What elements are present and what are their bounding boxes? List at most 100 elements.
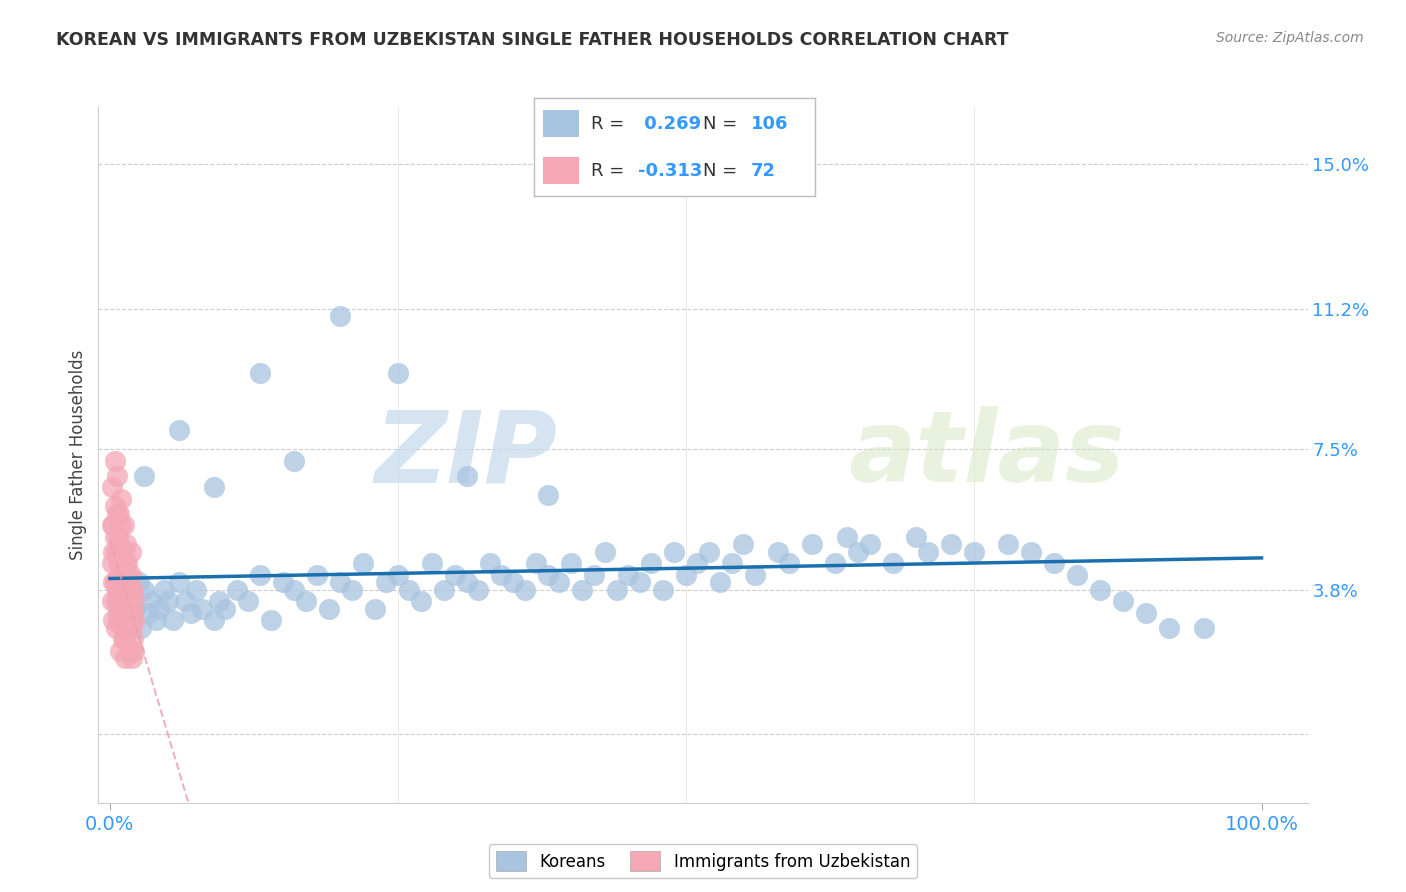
Point	[122, 606, 145, 620]
Point	[124, 602, 146, 616]
Point	[115, 594, 138, 608]
Point	[128, 575, 150, 590]
Point	[962, 545, 984, 559]
Point	[112, 545, 135, 559]
Point	[236, 594, 259, 608]
Point	[1159, 621, 1181, 635]
Point	[180, 606, 202, 620]
Point	[111, 632, 134, 647]
Point	[260, 613, 283, 627]
Point	[103, 575, 125, 590]
Point	[134, 582, 156, 597]
Point	[107, 556, 129, 570]
Point	[114, 632, 136, 647]
Point	[120, 567, 142, 582]
Point	[114, 651, 136, 665]
Point	[110, 491, 132, 506]
Point	[110, 582, 132, 597]
Point	[524, 556, 547, 570]
Point	[593, 545, 616, 559]
Point	[104, 594, 127, 608]
Point	[105, 468, 128, 483]
Text: 72: 72	[751, 161, 776, 179]
Point	[104, 575, 127, 590]
Point	[686, 556, 709, 570]
Point	[582, 567, 605, 582]
Point	[115, 560, 138, 574]
Text: Source: ZipAtlas.com: Source: ZipAtlas.com	[1216, 31, 1364, 45]
Point	[129, 621, 152, 635]
Legend: Koreans, Immigrants from Uzbekistan: Koreans, Immigrants from Uzbekistan	[489, 845, 917, 878]
FancyBboxPatch shape	[543, 110, 579, 137]
Point	[617, 567, 640, 582]
Point	[548, 575, 571, 590]
Point	[121, 606, 143, 620]
Point	[628, 575, 651, 590]
Point	[134, 468, 156, 483]
FancyBboxPatch shape	[543, 157, 579, 185]
Text: KOREAN VS IMMIGRANTS FROM UZBEKISTAN SINGLE FATHER HOUSEHOLDS CORRELATION CHART: KOREAN VS IMMIGRANTS FROM UZBEKISTAN SIN…	[56, 31, 1008, 49]
Point	[112, 621, 135, 635]
Point	[107, 530, 129, 544]
Point	[606, 582, 628, 597]
Point	[104, 545, 127, 559]
Point	[1066, 567, 1088, 582]
Point	[733, 537, 755, 551]
Point	[107, 613, 129, 627]
Point	[117, 567, 139, 582]
Point	[744, 567, 766, 582]
Point	[939, 537, 962, 551]
Point	[202, 480, 225, 494]
Point	[664, 545, 686, 559]
Point	[117, 598, 139, 612]
Point	[905, 530, 928, 544]
Point	[110, 606, 132, 620]
Point	[122, 613, 145, 627]
Point	[105, 582, 128, 597]
Point	[859, 537, 882, 551]
Point	[249, 366, 271, 380]
Point	[318, 602, 340, 616]
Point	[997, 537, 1019, 551]
Point	[444, 567, 467, 582]
Point	[115, 609, 138, 624]
Point	[145, 613, 167, 627]
Point	[340, 582, 363, 597]
Point	[141, 594, 163, 608]
Point	[105, 507, 128, 521]
Point	[122, 587, 145, 601]
Point	[398, 582, 420, 597]
Point	[467, 582, 489, 597]
Point	[110, 613, 132, 627]
Point	[114, 582, 136, 597]
Point	[1090, 582, 1112, 597]
Point	[103, 530, 125, 544]
Point	[1112, 594, 1135, 608]
Point	[122, 644, 145, 658]
Point	[456, 575, 478, 590]
Point	[162, 613, 184, 627]
Point	[105, 545, 128, 559]
Point	[801, 537, 824, 551]
Text: ZIP: ZIP	[375, 407, 558, 503]
Point	[409, 594, 432, 608]
Point	[307, 567, 329, 582]
Point	[120, 545, 142, 559]
Point	[112, 582, 135, 597]
Point	[110, 556, 132, 570]
Point	[329, 575, 352, 590]
Point	[283, 453, 305, 467]
Point	[173, 594, 195, 608]
Point	[108, 594, 131, 608]
Point	[112, 518, 135, 533]
Point	[118, 613, 141, 627]
Point	[478, 556, 501, 570]
Point	[202, 613, 225, 627]
Y-axis label: Single Father Households: Single Father Households	[69, 350, 87, 560]
Text: 0.269: 0.269	[638, 115, 702, 133]
Point	[121, 651, 143, 665]
Text: R =: R =	[591, 115, 624, 133]
Point	[115, 556, 138, 570]
Point	[120, 582, 142, 597]
Point	[167, 423, 190, 437]
